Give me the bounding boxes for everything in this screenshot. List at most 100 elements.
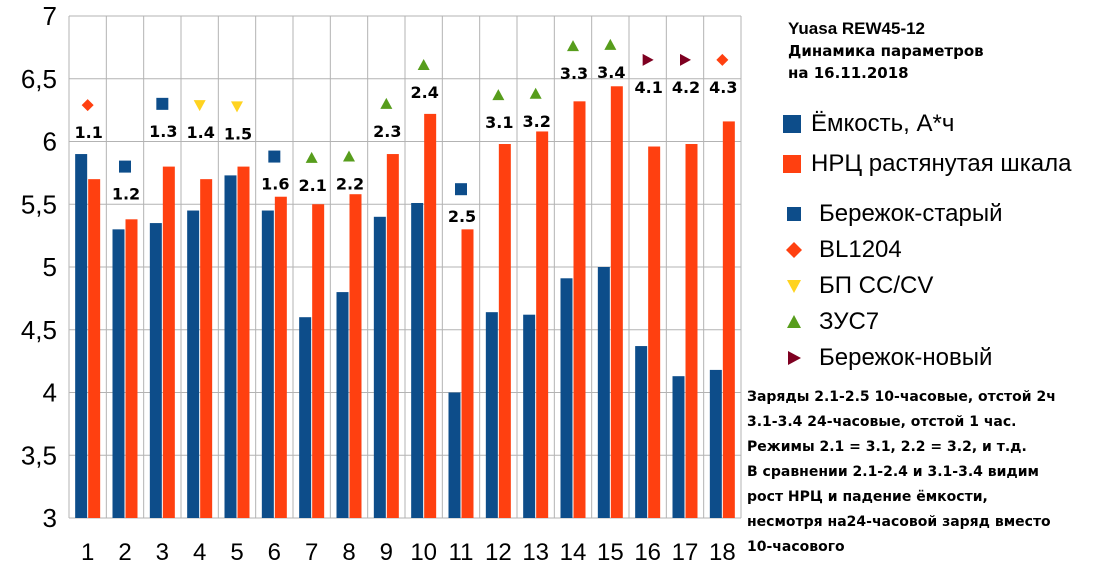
y-tick-label: 4,5 xyxy=(21,315,57,345)
chart-title: Yuasa REW45-12 xyxy=(788,19,926,38)
legend-label-capacity: Ёмкость, А*ч xyxy=(811,110,955,137)
notes: Заряды 2.1-2.5 10-часовые, отстой 2ч 3.1… xyxy=(747,385,1092,560)
marker-label: 4.1 xyxy=(634,78,662,97)
note-line: В сравнении 2.1-2.4 и 3.1-3.4 видим xyxy=(747,464,1039,480)
x-tick-label: 6 xyxy=(268,539,281,566)
bar-capacity xyxy=(672,376,685,518)
chart-plot: 1.1 1.2 1.3 1.4 1.5 1.6 2.1 2.2 2.3 2.4 2.5 3.1 3.2 3… xyxy=(21,1,742,566)
x-tick-label: 14 xyxy=(560,539,587,566)
x-tick-label: 2 xyxy=(118,539,131,566)
bar-ocv xyxy=(685,144,698,518)
square-marker-icon xyxy=(787,207,801,221)
note-line: 10-часового xyxy=(747,539,845,555)
bar-ocv xyxy=(88,179,101,518)
bar-ocv xyxy=(125,219,138,518)
legend-label-zus7: ЗУС7 xyxy=(819,308,880,335)
x-tick-label: 4 xyxy=(193,539,206,566)
marker-label: 3.3 xyxy=(560,64,588,83)
bar-ocv xyxy=(610,86,623,518)
bar-ocv xyxy=(200,179,213,518)
marker-label: 1.2 xyxy=(112,185,140,204)
marker-label: 1.3 xyxy=(149,122,177,141)
bar-capacity xyxy=(485,312,498,518)
bar-ocv xyxy=(424,113,437,518)
bar-ocv xyxy=(536,131,549,518)
bar-capacity xyxy=(336,292,349,518)
marker-label: 2.5 xyxy=(448,207,476,226)
bar-ocv xyxy=(312,204,325,518)
square-marker xyxy=(455,183,467,196)
bars xyxy=(75,86,735,519)
square-marker xyxy=(156,97,169,110)
square-marker xyxy=(119,160,131,173)
triangle-up-marker xyxy=(380,97,393,109)
marker-label: 1.4 xyxy=(186,123,214,142)
triangle-up-marker xyxy=(492,89,505,101)
diamond-marker-icon xyxy=(786,242,802,258)
legend-label-psu: БП CC/CV xyxy=(819,272,934,299)
legend-item-berezhok-new: Бережок-новый xyxy=(783,344,992,372)
y-tick-label: 6,5 xyxy=(21,64,57,94)
triangle-up-marker-icon xyxy=(787,315,801,328)
marker-label: 3.2 xyxy=(522,112,550,131)
x-axis-ticks: 1 2 3 4 5 6 7 8 9 10 11 12 13 14 15 16 17 18 xyxy=(81,539,736,566)
legend-label-berezhok-new: Бережок-новый xyxy=(819,344,993,371)
bar-capacity xyxy=(224,175,237,518)
legend-item-ocv: НРЦ растянутая шкала xyxy=(783,150,1071,178)
marker-label: 4.2 xyxy=(672,78,700,97)
bar-ocv xyxy=(349,194,362,518)
y-axis-ticks: 3 3,5 4 4,5 5 5,5 6 6,5 7 xyxy=(21,1,57,533)
gridlines xyxy=(68,15,742,519)
x-tick-label: 10 xyxy=(410,539,437,566)
bar-ocv xyxy=(648,146,661,518)
triangle-up-marker xyxy=(604,38,617,50)
note-line: 3.1-3.4 24-часовые, отстой 1 час. xyxy=(747,414,1017,430)
x-tick-label: 5 xyxy=(230,539,243,566)
bar-capacity xyxy=(149,223,162,518)
bar-ocv xyxy=(386,154,399,519)
bar-capacity xyxy=(75,154,88,519)
triangle-right-marker-icon xyxy=(788,351,801,365)
x-tick-label: 15 xyxy=(597,539,624,566)
diamond-marker xyxy=(81,99,94,112)
bar-capacity xyxy=(112,229,125,518)
marker-label: 2.3 xyxy=(373,122,401,141)
chart-subtitle: Динамика параметров xyxy=(788,42,984,60)
bar-ocv xyxy=(498,144,511,518)
bar-capacity xyxy=(560,278,573,518)
marker-label: 3.1 xyxy=(485,113,513,132)
bar-capacity xyxy=(635,346,648,518)
legend-item-berezhok-old: Бережок-старый xyxy=(783,200,1003,228)
triangle-right-marker xyxy=(642,53,654,66)
x-tick-label: 11 xyxy=(449,539,474,566)
x-tick-label: 8 xyxy=(342,539,355,566)
triangle-up-marker xyxy=(343,150,355,162)
bar-ocv xyxy=(237,166,250,518)
y-tick-label: 4 xyxy=(43,378,57,408)
triangle-up-marker xyxy=(567,40,579,52)
legend-item-capacity: Ёмкость, А*ч xyxy=(783,110,954,138)
marker-label: 1.5 xyxy=(224,124,252,143)
legend-item-psu: БП CC/CV xyxy=(783,272,933,300)
x-tick-label: 9 xyxy=(380,539,393,566)
legend-label-berezhok-old: Бережок-старый xyxy=(819,200,1003,227)
y-tick-label: 5 xyxy=(43,252,57,282)
y-tick-label: 7 xyxy=(43,1,57,31)
bar-ocv xyxy=(162,166,175,518)
markers: 1.1 1.2 1.3 1.4 1.5 1.6 2.1 2.2 2.3 2.4 2.5 3.1 3.2 3… xyxy=(74,38,738,226)
marker-label: 4.3 xyxy=(709,78,737,97)
marker-label: 2.1 xyxy=(298,176,326,195)
bar-capacity xyxy=(299,317,312,518)
triangle-up-marker xyxy=(529,87,542,99)
bar-ocv xyxy=(722,121,735,519)
marker-label: 1.1 xyxy=(74,123,102,142)
note-line: рост НРЦ и падение ёмкости, xyxy=(747,489,988,505)
marker-label: 2.2 xyxy=(336,175,364,194)
bar-capacity xyxy=(261,210,274,518)
bar-capacity xyxy=(448,392,461,518)
triangle-down-marker-icon xyxy=(787,280,801,293)
note-line: несмотря на24-часовой заряд вместо xyxy=(747,514,1051,530)
triangle-up-marker xyxy=(417,58,430,70)
legend-item-zus7: ЗУС7 xyxy=(783,308,879,336)
bar-ocv xyxy=(573,101,586,518)
